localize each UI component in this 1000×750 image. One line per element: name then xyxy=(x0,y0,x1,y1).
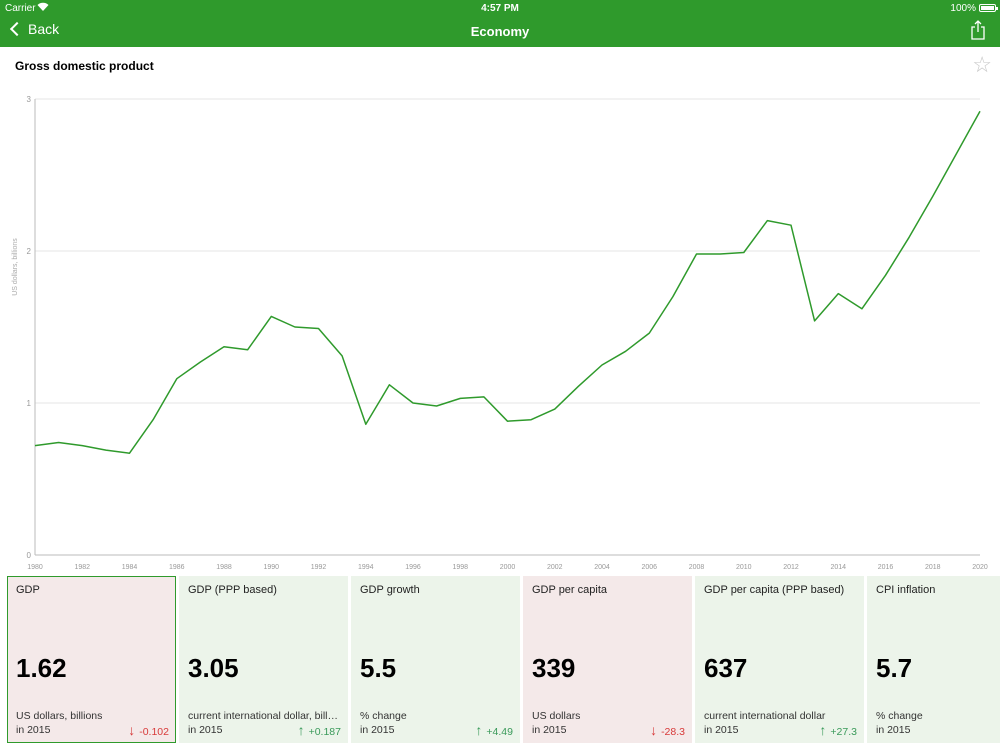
x-tick-label: 2010 xyxy=(736,564,752,571)
card-change-value: +4.49 xyxy=(486,726,513,738)
indicator-card[interactable]: GDP growth 5.5 % change in 2015 ↑ +4.49 xyxy=(351,576,520,743)
gdp-line-chart: 0 1 2 3 1980 1982 1984 1986 1988 1990 1992 1994 1996… xyxy=(12,95,988,571)
top-bar: Carrier 4:57 PM 100% Back Economy xyxy=(0,0,1000,47)
arrow-up-icon: ↑ xyxy=(819,722,827,738)
x-tick-label: 2016 xyxy=(878,564,894,571)
wifi-icon xyxy=(37,2,49,14)
card-label: GDP per capita (PPP based) xyxy=(704,584,845,596)
card-change: ↑ +4.49 xyxy=(475,722,513,738)
card-change-value: +0.187 xyxy=(308,726,341,738)
card-year: in 2015 xyxy=(704,724,739,736)
card-value: 1.62 xyxy=(16,653,67,683)
x-tick-label: 1994 xyxy=(358,564,374,571)
carrier-label: Carrier xyxy=(5,3,36,14)
card-change-value: -28.3 xyxy=(661,726,685,738)
card-label: GDP xyxy=(16,584,40,596)
clock: 4:57 PM xyxy=(481,3,519,14)
card-value: 5.7 xyxy=(876,653,913,683)
gdp-series-line xyxy=(34,110,981,454)
x-tick-label: 2000 xyxy=(500,564,516,571)
x-tick-label: 1986 xyxy=(169,564,185,571)
card-label: GDP (PPP based) xyxy=(188,584,277,596)
arrow-up-icon: ↑ xyxy=(297,722,305,738)
card-value: 637 xyxy=(704,653,748,683)
navigation-bar: Back Economy xyxy=(0,16,1000,47)
card-unit: % change xyxy=(876,710,923,722)
y-tick-label: 1 xyxy=(27,399,32,408)
arrow-down-icon: ↓ xyxy=(128,722,136,738)
arrow-down-icon: ↓ xyxy=(650,722,658,738)
card-year: in 2015 xyxy=(876,724,911,736)
x-tick-label: 2002 xyxy=(547,564,563,571)
chart-title: Gross domestic product xyxy=(15,59,154,73)
card-unit: US dollars xyxy=(532,710,581,722)
indicator-card[interactable]: GDP (PPP based) 3.05 current international… xyxy=(179,576,348,743)
card-year: in 2015 xyxy=(360,724,395,736)
x-tick-label: 1988 xyxy=(216,564,232,571)
card-change-value: +27.3 xyxy=(830,726,857,738)
page-title: Economy xyxy=(470,24,530,39)
y-tick-label: 3 xyxy=(27,95,32,104)
x-tick-label: 1982 xyxy=(74,564,90,571)
back-label: Back xyxy=(28,21,60,37)
status-bar: Carrier 4:57 PM 100% xyxy=(0,0,1000,16)
x-tick-label: 1992 xyxy=(311,564,327,571)
card-label: CPI inflation xyxy=(876,584,936,596)
x-tick-label: 2018 xyxy=(925,564,941,571)
card-unit: current international dollar xyxy=(704,710,826,722)
card-change: ↓ -28.3 xyxy=(650,722,685,738)
y-tick-label: 2 xyxy=(27,247,32,256)
y-tick-label: 0 xyxy=(27,551,32,560)
favorite-star-icon[interactable]: ☆ xyxy=(972,52,992,77)
x-tick-label: 2012 xyxy=(783,564,799,571)
x-tick-label: 1990 xyxy=(263,564,279,571)
card-value: 339 xyxy=(532,653,576,683)
indicator-card[interactable]: GDP per capita 339 US dollars in 2015 ↓ -28.3 xyxy=(523,576,692,743)
card-value: 5.5 xyxy=(360,653,397,683)
card-year: in 2015 xyxy=(188,724,223,736)
share-icon[interactable] xyxy=(970,20,986,40)
arrow-up-icon: ↑ xyxy=(475,722,483,738)
card-change: ↑ +27.3 xyxy=(819,722,857,738)
x-tick-label: 2008 xyxy=(689,564,705,571)
card-unit: current international dollar, billi… xyxy=(188,710,338,722)
x-tick-label: 1996 xyxy=(405,564,421,571)
battery-icon xyxy=(979,4,998,12)
x-tick-label: 1998 xyxy=(452,564,468,571)
card-unit: % change xyxy=(360,710,407,722)
x-tick-label: 1984 xyxy=(122,564,138,571)
battery-percent: 100% xyxy=(950,3,976,14)
card-change-value: -0.102 xyxy=(139,726,169,738)
indicator-cards: GDP 1.62 US dollars, billions in 2015 ↓ -0.10… xyxy=(7,576,1000,743)
card-unit: US dollars, billions xyxy=(16,710,103,722)
x-tick-label: 1980 xyxy=(27,564,43,571)
card-change: ↑ +0.187 xyxy=(298,722,341,738)
back-button[interactable]: Back xyxy=(9,21,59,37)
card-year: in 2015 xyxy=(532,724,567,736)
indicator-card[interactable]: GDP per capita (PPP based) 637 current int… xyxy=(695,576,864,743)
x-tick-label: 2020 xyxy=(972,564,988,571)
y-axis-label: US dollars, billions xyxy=(12,238,19,296)
x-tick-label: 2004 xyxy=(594,564,610,571)
card-label: GDP growth xyxy=(360,584,420,596)
x-tick-label: 2014 xyxy=(830,564,846,571)
card-label: GDP per capita xyxy=(532,584,608,596)
card-change: ↓ -0.102 xyxy=(128,722,169,738)
card-year: in 2015 xyxy=(16,724,51,736)
indicator-card[interactable]: GDP 1.62 US dollars, billions in 2015 ↓ -0.10… xyxy=(7,576,176,743)
x-tick-label: 2006 xyxy=(641,564,657,571)
card-value: 3.05 xyxy=(188,653,239,683)
